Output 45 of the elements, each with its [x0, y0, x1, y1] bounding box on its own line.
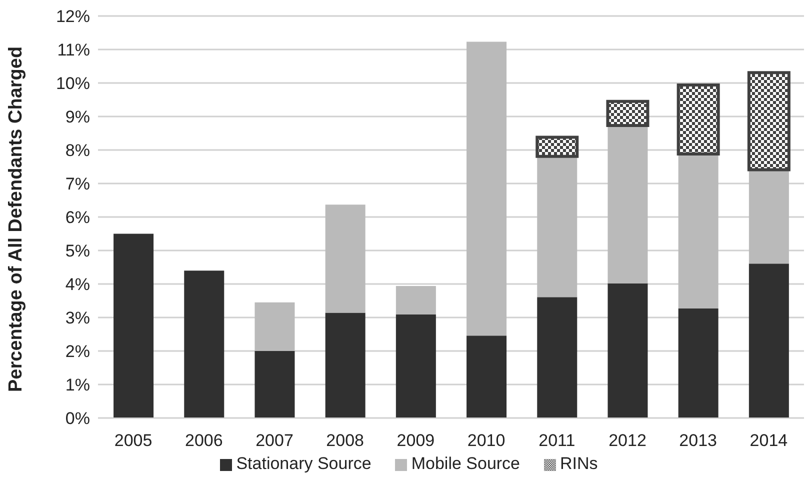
bar	[748, 170, 789, 264]
bar	[325, 312, 366, 418]
x-tick-label: 2011	[538, 431, 576, 450]
bar	[678, 154, 718, 308]
bar	[254, 351, 295, 418]
bar	[537, 297, 578, 418]
y-tick-label: 9%	[65, 108, 90, 127]
bar	[254, 302, 295, 351]
x-tick-label: 2013	[679, 431, 718, 450]
x-tick-label: 2010	[467, 431, 506, 450]
legend-label: Mobile Source	[411, 454, 520, 473]
bar	[396, 314, 436, 418]
x-tick-label: 2012	[608, 431, 646, 450]
y-tick-label: 11%	[57, 40, 90, 60]
x-tick-label: 2007	[256, 431, 294, 450]
bar	[537, 156, 578, 298]
y-tick-label: 5%	[65, 242, 90, 261]
y-tick-label: 12%	[56, 7, 90, 26]
x-tick-label: 2005	[114, 431, 152, 450]
x-tick-label: 2009	[396, 431, 435, 450]
y-tick-label: 1%	[65, 376, 90, 395]
y-axis-title: Percentage of All Defendants Charged	[6, 46, 27, 392]
bar	[466, 42, 507, 336]
y-tick-label: 7%	[65, 174, 90, 194]
bar	[466, 336, 507, 418]
bar	[396, 286, 436, 314]
bar	[184, 270, 224, 418]
y-tick-label: 10%	[56, 74, 90, 94]
y-tick-label: 6%	[65, 208, 90, 228]
bar	[325, 204, 366, 313]
bar	[748, 264, 789, 418]
x-tick-label: 2006	[184, 431, 223, 450]
y-tick-label: 8%	[65, 141, 90, 160]
x-tick-label: 2008	[326, 431, 364, 450]
bar	[114, 234, 154, 418]
y-tick-label: 0%	[65, 409, 90, 428]
y-tick-label: 3%	[65, 308, 90, 328]
x-tick-label: 2014	[750, 431, 788, 450]
legend-label: Stationary Source	[236, 454, 372, 473]
bar	[678, 308, 718, 418]
y-tick-label: 2%	[65, 342, 90, 362]
bar	[608, 283, 648, 418]
bar	[608, 126, 648, 284]
y-tick-label: 4%	[65, 275, 90, 294]
legend-label: RINs	[560, 454, 598, 473]
